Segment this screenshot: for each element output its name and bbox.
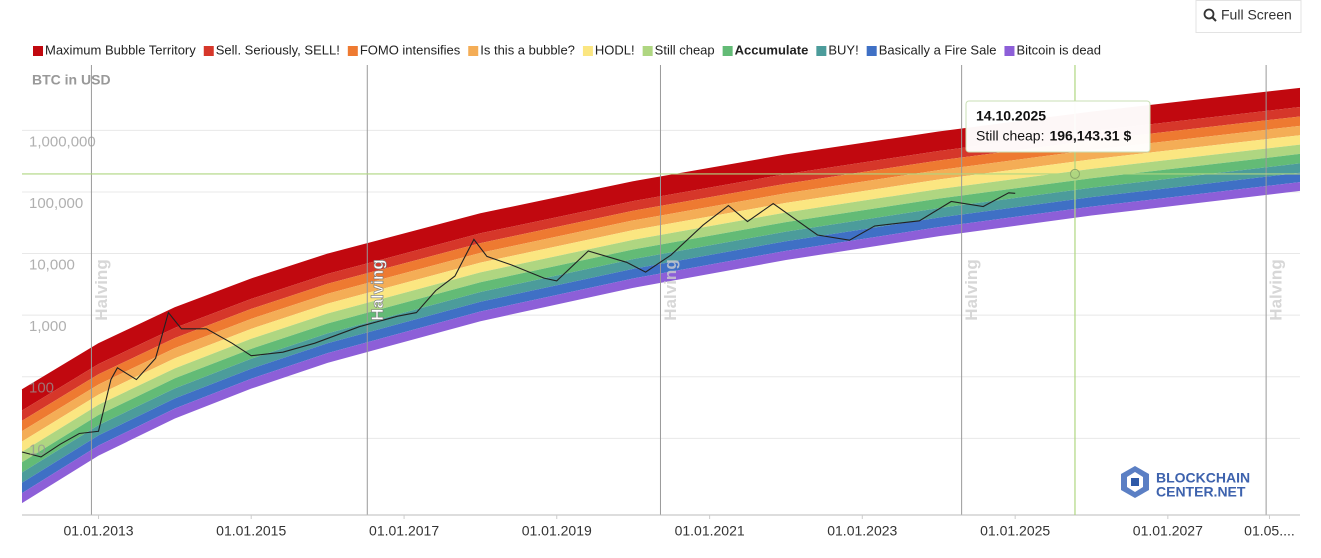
- halving-label: Halving: [962, 259, 981, 320]
- legend-swatch: [203, 46, 214, 56]
- legend-swatch: [582, 46, 593, 56]
- x-tick-label: 01.01.2027: [1133, 523, 1203, 539]
- legend-label[interactable]: HODL!: [595, 42, 635, 57]
- logo-icon-core: [1131, 478, 1139, 486]
- legend-label[interactable]: Basically a Fire Sale: [879, 42, 997, 57]
- y-tick-label: 100,000: [29, 195, 83, 212]
- rainbow-band: [22, 88, 1300, 411]
- legend-label[interactable]: Bitcoin is dead: [1016, 42, 1101, 57]
- legend-label[interactable]: Is this a bubble?: [480, 42, 575, 57]
- x-tick-label: 01.05....: [1244, 523, 1295, 539]
- tooltip-value: 196,143.31 $: [1049, 128, 1131, 144]
- halving-label: Halving: [92, 259, 111, 320]
- x-tick-label: 01.01.2015: [216, 523, 286, 539]
- halving-label: Halving: [1267, 259, 1286, 320]
- logo-text: CENTER.NET: [1156, 484, 1246, 500]
- full-screen-button[interactable]: Full Screen: [1195, 0, 1302, 33]
- hover-point: [1069, 168, 1080, 179]
- legend-label[interactable]: Accumulate: [735, 42, 809, 57]
- x-tick-label: 01.01.2019: [522, 523, 592, 539]
- halving-label: Halving: [661, 259, 680, 320]
- legend-label[interactable]: Maximum Bubble Territory: [45, 42, 196, 57]
- halving-label: Halving: [368, 259, 387, 320]
- legend-swatch: [722, 46, 733, 56]
- tooltip-box: [965, 100, 1151, 153]
- y-tick-label: 10,000: [29, 257, 75, 274]
- legend-swatch: [33, 46, 43, 56]
- zoom-icon: [1203, 8, 1215, 20]
- legend-swatch: [866, 46, 877, 56]
- legend-swatch: [468, 46, 479, 56]
- price-line: [21, 192, 1016, 458]
- legend-swatch: [347, 46, 358, 56]
- legend-label[interactable]: Sell. Seriously, SELL!: [216, 42, 340, 57]
- legend-label[interactable]: Still cheap: [655, 42, 715, 57]
- logo-text: BLOCKCHAIN: [1156, 470, 1250, 486]
- x-tick-label: 01.01.2021: [675, 523, 745, 539]
- x-tick-label: 01.01.2025: [980, 523, 1050, 539]
- zoom-icon-handle: [1211, 16, 1217, 22]
- legend-label[interactable]: BUY!: [828, 42, 858, 57]
- y-axis-title: BTC in USD: [32, 72, 111, 88]
- x-tick-label: 01.01.2023: [827, 523, 897, 539]
- y-tick-label: 100: [29, 380, 54, 397]
- tooltip: 14.10.2025 Still cheap: 196,143.31 $: [965, 100, 1151, 153]
- x-tick-label: 01.01.2017: [369, 523, 439, 539]
- tooltip-date: 14.10.2025: [976, 108, 1046, 124]
- x-tick-label: 01.01.2013: [64, 523, 134, 539]
- legend-label[interactable]: FOMO intensifies: [360, 42, 461, 57]
- logo: BLOCKCHAIN CENTER.NET: [1121, 466, 1250, 500]
- y-tick-label: 10: [29, 441, 46, 458]
- button-label[interactable]: Full Screen: [1221, 7, 1292, 23]
- legend-swatch: [642, 46, 653, 56]
- tooltip-label: Still cheap:: [976, 128, 1044, 144]
- y-tick-label: 1,000,000: [29, 133, 96, 150]
- y-tick-label: 1,000: [29, 318, 67, 335]
- legend-swatch: [816, 46, 827, 56]
- legend-swatch: [1004, 46, 1015, 56]
